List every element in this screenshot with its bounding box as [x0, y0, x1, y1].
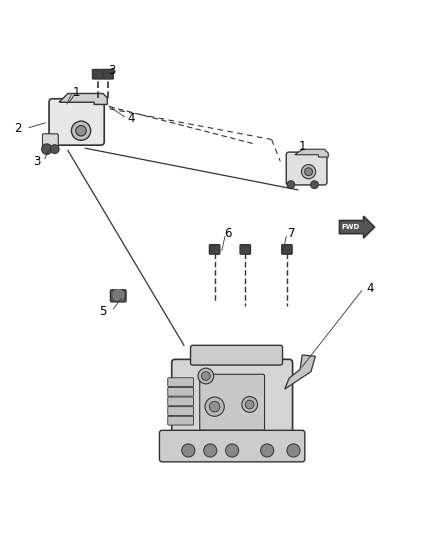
FancyBboxPatch shape: [240, 245, 251, 254]
Circle shape: [226, 444, 239, 457]
FancyBboxPatch shape: [110, 290, 126, 302]
Text: 1: 1: [298, 140, 306, 152]
Circle shape: [204, 444, 217, 457]
Text: 4: 4: [127, 112, 135, 125]
FancyBboxPatch shape: [42, 134, 58, 147]
Circle shape: [245, 400, 254, 409]
FancyBboxPatch shape: [92, 69, 103, 79]
Circle shape: [50, 145, 59, 154]
Polygon shape: [285, 355, 315, 389]
Circle shape: [198, 368, 214, 384]
Text: 4: 4: [366, 282, 374, 295]
FancyBboxPatch shape: [200, 374, 265, 430]
Polygon shape: [295, 149, 328, 157]
Text: 3: 3: [34, 155, 41, 168]
Text: FWD: FWD: [341, 224, 360, 230]
Polygon shape: [339, 216, 374, 238]
Circle shape: [205, 397, 224, 416]
FancyBboxPatch shape: [282, 245, 292, 254]
Polygon shape: [59, 93, 107, 104]
Circle shape: [76, 125, 86, 136]
FancyBboxPatch shape: [209, 245, 220, 254]
Text: 5: 5: [99, 305, 106, 318]
Text: 2: 2: [14, 122, 21, 135]
Circle shape: [113, 290, 124, 300]
Circle shape: [182, 444, 195, 457]
Text: 6: 6: [224, 227, 232, 240]
Circle shape: [71, 121, 91, 140]
Circle shape: [301, 165, 316, 179]
FancyBboxPatch shape: [168, 378, 194, 386]
Circle shape: [242, 397, 258, 413]
FancyBboxPatch shape: [172, 359, 293, 441]
Circle shape: [304, 168, 312, 175]
Circle shape: [42, 144, 52, 155]
Circle shape: [209, 401, 220, 412]
FancyBboxPatch shape: [49, 99, 104, 145]
Text: 1: 1: [73, 86, 81, 99]
Text: 3: 3: [108, 64, 115, 77]
Circle shape: [287, 181, 295, 189]
Circle shape: [201, 372, 210, 381]
FancyBboxPatch shape: [168, 397, 194, 406]
FancyBboxPatch shape: [286, 152, 327, 185]
Text: 7: 7: [287, 227, 295, 240]
FancyBboxPatch shape: [191, 345, 283, 365]
FancyBboxPatch shape: [103, 69, 113, 79]
Circle shape: [311, 181, 318, 189]
FancyBboxPatch shape: [168, 416, 194, 425]
Circle shape: [261, 444, 274, 457]
FancyBboxPatch shape: [159, 430, 305, 462]
FancyBboxPatch shape: [168, 387, 194, 396]
Circle shape: [287, 444, 300, 457]
FancyBboxPatch shape: [168, 407, 194, 415]
